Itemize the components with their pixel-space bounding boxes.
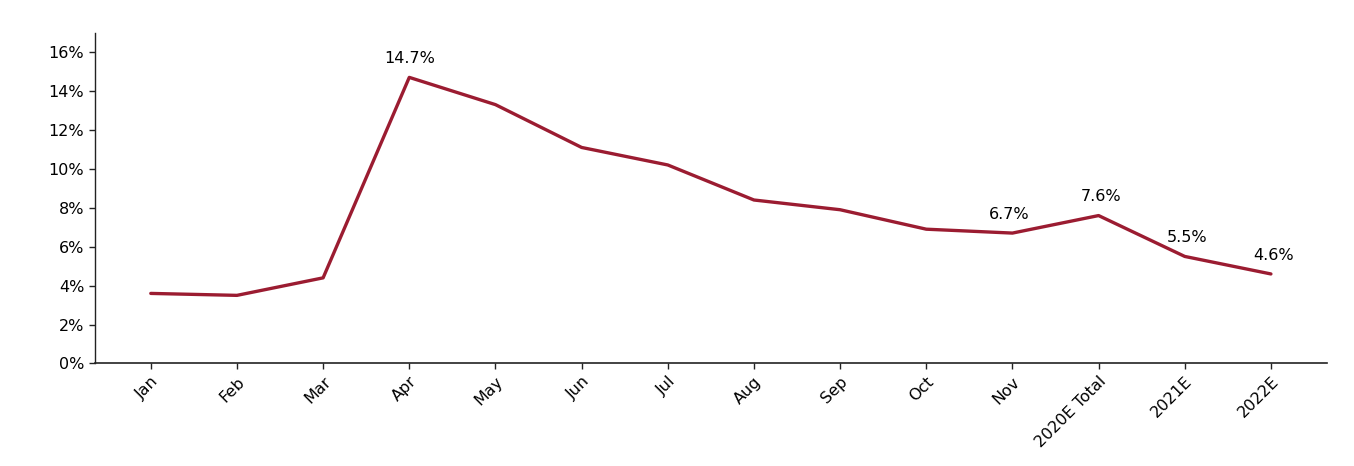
Text: 14.7%: 14.7% bbox=[383, 51, 435, 66]
Text: 5.5%: 5.5% bbox=[1167, 230, 1208, 245]
Text: 6.7%: 6.7% bbox=[990, 207, 1030, 222]
Text: 4.6%: 4.6% bbox=[1254, 248, 1294, 263]
Text: 7.6%: 7.6% bbox=[1080, 190, 1121, 205]
